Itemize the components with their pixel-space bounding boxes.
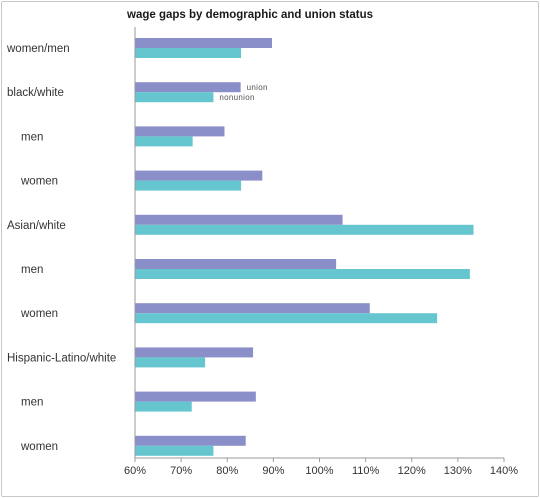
bar-union-3 (135, 170, 263, 181)
x-tick-label-8: 140% (490, 465, 518, 477)
category-label-9: women (20, 441, 58, 453)
bar-union-8 (135, 391, 256, 402)
bar-union-9 (135, 435, 246, 446)
bar-nonunion-9 (135, 445, 214, 456)
category-label-3: women (20, 176, 58, 188)
x-tick-label-3: 90% (262, 465, 284, 477)
bar-nonunion-3 (135, 180, 242, 191)
category-label-8: men (21, 397, 43, 409)
category-label-4: Asian/white (7, 220, 66, 232)
bar-union-6 (135, 303, 370, 314)
x-tick-label-6: 120% (398, 465, 426, 477)
bar-nonunion-7 (135, 357, 206, 368)
x-tick-label-0: 60% (124, 465, 146, 477)
bars-group (135, 38, 474, 456)
x-tick-label-1: 70% (170, 465, 192, 477)
chart-title: wage gaps by demographic and union statu… (126, 9, 373, 21)
x-tick-label-4: 100% (305, 465, 333, 477)
category-labels: women/men black/white men women Asian/white m… (6, 43, 116, 453)
x-tick-label-2: 80% (216, 465, 238, 477)
x-tick-label-5: 110% (352, 465, 380, 477)
bar-nonunion-6 (135, 313, 438, 324)
category-label-6: women (20, 308, 58, 320)
bar-nonunion-8 (135, 401, 192, 412)
category-label-1: black/white (7, 87, 64, 99)
bar-union-0 (135, 38, 272, 48)
category-label-5: men (21, 264, 43, 276)
bar-union-2 (135, 126, 225, 137)
bar-union-7 (135, 347, 254, 358)
legend-label-union: union (247, 83, 268, 92)
x-tick-label-7: 130% (444, 465, 472, 477)
bar-nonunion-1 (135, 92, 214, 103)
category-label-0: women/men (6, 43, 70, 55)
bar-nonunion-2 (135, 136, 193, 147)
legend-label-nonunion: nonunion (219, 93, 254, 102)
category-label-7: Hispanic-Latino/white (7, 352, 116, 364)
bar-nonunion-0 (135, 48, 242, 58)
category-label-2: men (21, 131, 43, 143)
bar-union-4 (135, 214, 343, 225)
x-axis: 60% 70% 80% 90% 100% 110% 120% 130% 140% (124, 27, 518, 477)
bar-nonunion-5 (135, 269, 470, 279)
bar-union-1 (135, 82, 241, 93)
bar-nonunion-4 (135, 224, 474, 235)
bar-union-5 (135, 259, 337, 269)
